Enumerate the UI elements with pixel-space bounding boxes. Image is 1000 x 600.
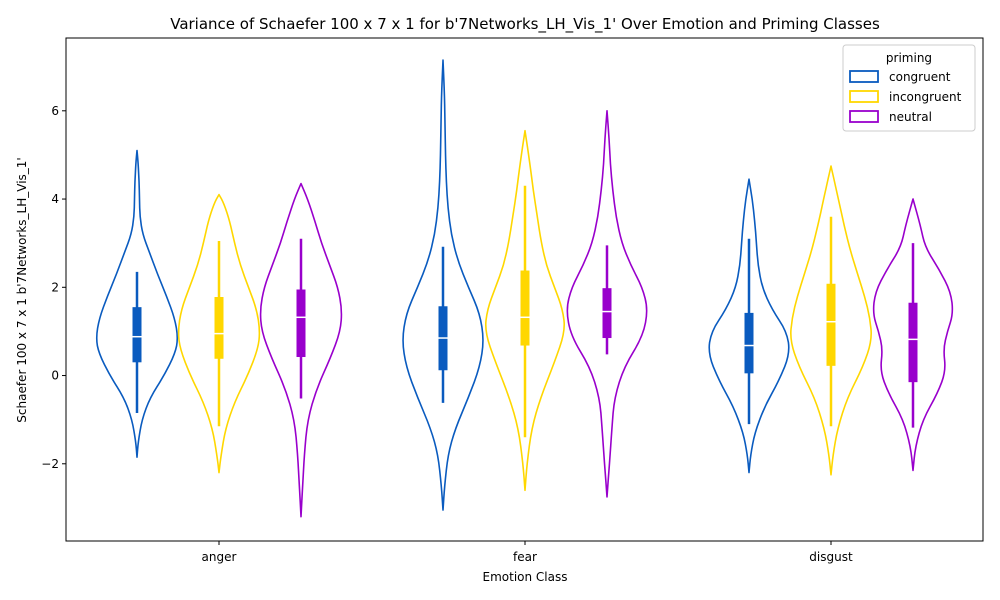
legend-swatch bbox=[849, 70, 879, 83]
violin-iqr-box bbox=[744, 312, 754, 374]
violin-body bbox=[566, 110, 648, 498]
x-axis: anger fear disgust bbox=[202, 541, 853, 564]
violin-body bbox=[95, 149, 179, 458]
y-tick-label: 6 bbox=[51, 104, 59, 118]
violin-body bbox=[790, 165, 872, 476]
legend-box bbox=[842, 44, 976, 132]
violin-body bbox=[402, 59, 484, 511]
y-tick-label: 4 bbox=[51, 192, 59, 206]
violin-body bbox=[259, 182, 343, 518]
x-tick-label: anger bbox=[202, 550, 237, 564]
y-axis-label: Schaefer 100 x 7 x 1 b'7Networks_LH_Vis_… bbox=[15, 157, 29, 422]
violin-iqr-box bbox=[132, 307, 142, 363]
violin-body bbox=[485, 129, 565, 492]
x-tick-label: fear bbox=[513, 550, 537, 564]
violin-layer bbox=[95, 59, 954, 518]
legend-label: incongruent bbox=[889, 90, 962, 104]
violin-body bbox=[177, 193, 261, 474]
y-axis: −2 0 2 4 6 bbox=[41, 104, 66, 471]
legend-swatch bbox=[849, 90, 879, 103]
y-tick-label: −2 bbox=[41, 457, 59, 471]
violin-iqr-box bbox=[296, 289, 306, 358]
violin-iqr-box bbox=[214, 297, 224, 359]
violin-body bbox=[872, 198, 954, 472]
legend: priming congruent incongruent neutral bbox=[842, 44, 976, 132]
violin-iqr-box bbox=[602, 288, 612, 339]
y-tick-label: 0 bbox=[51, 369, 59, 383]
x-tick-label: disgust bbox=[809, 550, 853, 564]
violin-iqr-box bbox=[826, 283, 836, 366]
legend-label: congruent bbox=[889, 70, 951, 84]
violin-body bbox=[708, 178, 790, 474]
violin-iqr-box bbox=[908, 302, 918, 383]
x-axis-label: Emotion Class bbox=[483, 570, 568, 584]
violin-iqr-box bbox=[520, 270, 530, 346]
y-tick-label: 2 bbox=[51, 280, 59, 294]
legend-swatch bbox=[849, 110, 879, 123]
legend-label: neutral bbox=[889, 110, 932, 124]
legend-title: priming bbox=[886, 51, 932, 65]
chart-title: Variance of Schaefer 100 x 7 x 1 for b'7… bbox=[170, 15, 880, 34]
